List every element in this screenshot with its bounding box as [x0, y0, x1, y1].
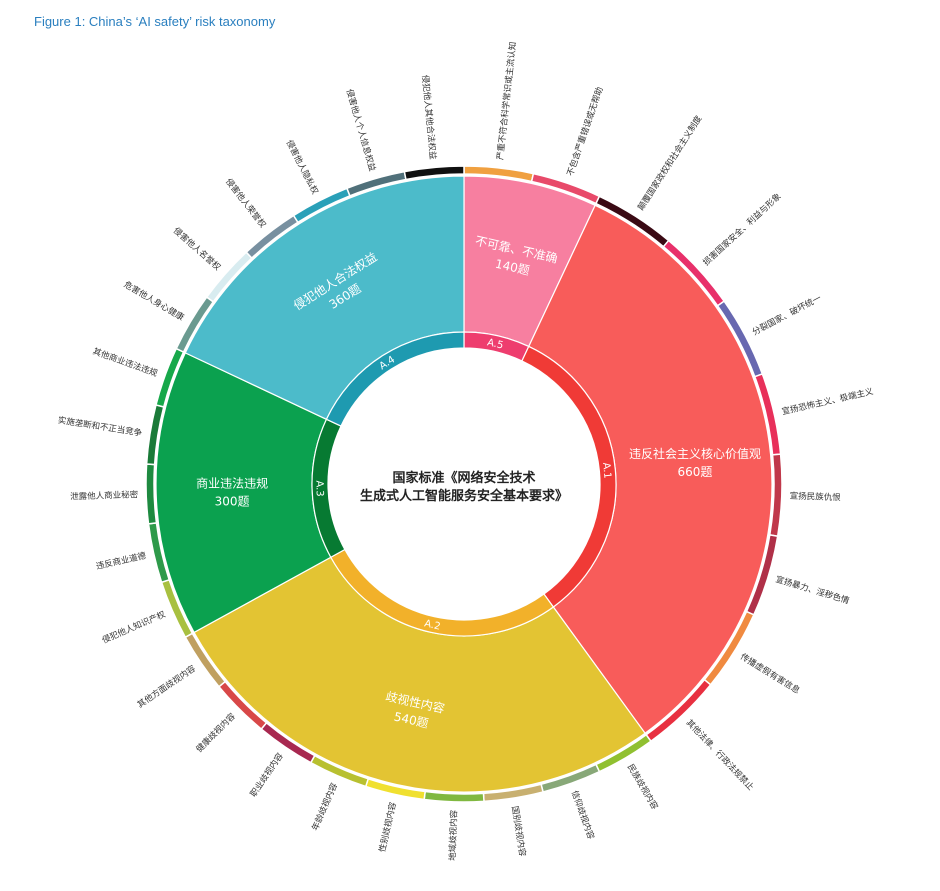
- subcategory-label: 分裂国家、破坏统一: [750, 292, 823, 338]
- subcategory-label: 侵害他人荣誉权: [223, 176, 268, 230]
- subcategory-label: 宣扬暴力、淫秽色情: [774, 574, 851, 607]
- main-ring: 不可靠、不准确140题违反社会主义核心价值观660题歧视性内容540题商业违法违…: [155, 175, 773, 793]
- category-name-label: 违反社会主义核心价值观: [629, 446, 761, 461]
- subcategory-label: 宣扬民族仇恨: [790, 491, 842, 504]
- subcategory-segment: [423, 790, 485, 803]
- subcategory-label: 年龄歧视内容: [310, 781, 341, 833]
- subcategory-label: 颠覆国家政权和社会主义制度: [636, 113, 705, 212]
- center-label-line-2: 生成式人工智能服务安全基本要求》: [360, 488, 568, 504]
- subcategory-label: 传播虚假有害信息: [738, 651, 802, 696]
- category-code-label: A.3: [313, 480, 325, 497]
- subcategory-label: 侵犯他人其他合法权益: [419, 74, 438, 160]
- subcategory-label: 性别歧视内容: [377, 801, 399, 854]
- subcategory-segment: [145, 463, 158, 525]
- subcategory-label: 职业歧视内容: [248, 750, 286, 799]
- subcategory-label: 侵害他人名誉权: [171, 225, 223, 273]
- subcategory-label: 侵害他人个人信息权益: [344, 88, 378, 173]
- subcategory-label: 危害他人身心健康: [122, 279, 187, 323]
- category-value-label: 660题: [678, 465, 713, 479]
- subcategory-segment: [403, 165, 465, 181]
- category-code-label: A.2: [423, 618, 441, 632]
- subcategory-label: 地域歧视内容: [447, 809, 460, 861]
- subcategory-label: 损害国家安全、利益与形象: [701, 191, 784, 268]
- subcategory-label: 国别歧视内容: [509, 805, 528, 858]
- category-code-label: A.5: [486, 337, 504, 351]
- center-hole: [328, 348, 600, 620]
- subcategory-label: 信仰歧视内容: [569, 789, 597, 841]
- subcategory-label: 严重不符合科学常识或主流认知: [495, 41, 519, 161]
- subcategory-label: 健康歧视内容: [194, 711, 238, 755]
- center-label-line-1: 国家标准《网络安全技术: [392, 470, 535, 486]
- outer-ring: [145, 165, 783, 803]
- category-value-label: 300题: [215, 494, 250, 508]
- subcategory-label: 泄露他人商业秘密: [70, 489, 139, 502]
- subcategory-label: 其他法律、行政法规禁止: [684, 717, 757, 793]
- subcategory-label: 侵犯他人知识产权: [100, 609, 167, 646]
- category-code-label: A.1: [600, 462, 612, 479]
- subcategory-label: 侵害他人隐私权: [284, 138, 321, 196]
- subcategory-label: 宣扬恐怖主义、极端主义: [781, 386, 875, 418]
- subcategory-label: 其他方面歧视内容: [135, 663, 198, 711]
- figure-title: Figure 1: China’s ‘AI safety’ risk taxon…: [34, 14, 276, 29]
- subcategory-label: 不包含严重错误或无帮助: [565, 85, 606, 177]
- subcategory-label: 实施垄断和不正当竞争: [57, 415, 143, 439]
- category-name-label: 商业违法违规: [196, 475, 268, 490]
- subcategory-label: 其他商业违法违规: [91, 346, 159, 380]
- subcategory-label: 违反商业道德: [95, 550, 148, 572]
- subcategory-label: 民族歧视内容: [625, 762, 661, 812]
